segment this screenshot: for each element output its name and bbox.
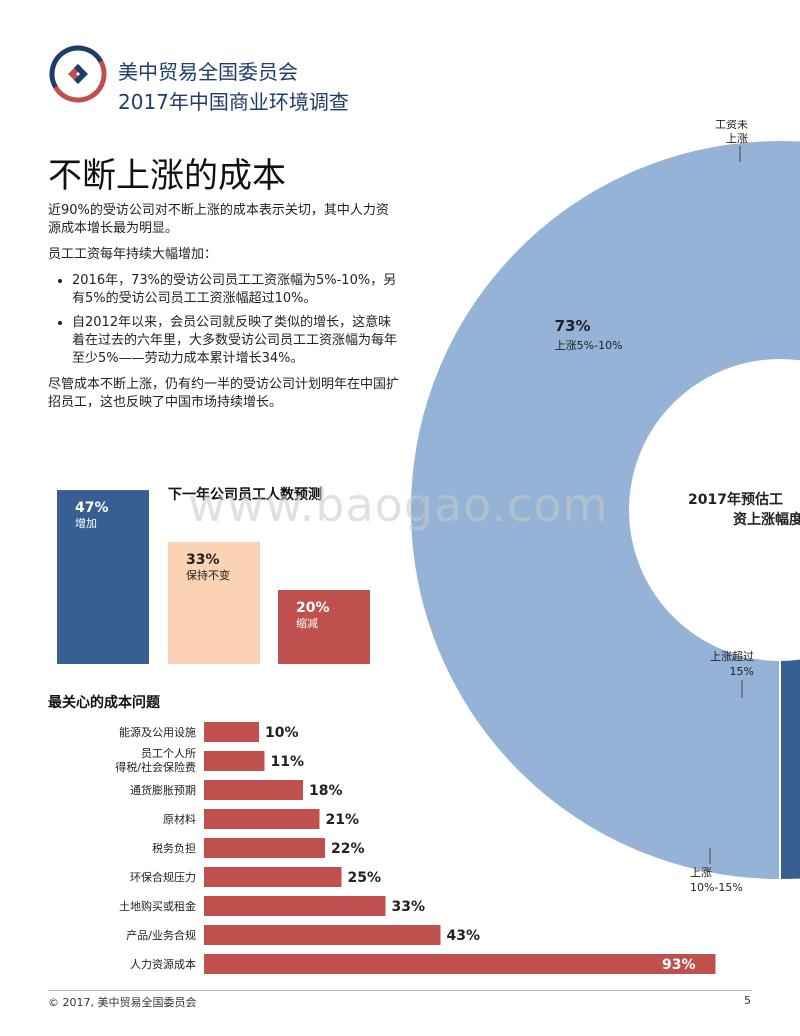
cost-category-label: 人力资源成本 [130, 957, 196, 971]
intro-bullet: 2016年，73%的受访公司员工工资涨幅为5%-10%，另有5%的受访公司员工工… [72, 272, 400, 308]
callout-label: 上涨超过 [710, 649, 754, 663]
cost-value-label: 21% [326, 812, 360, 828]
slice-value-label: 73% [555, 317, 591, 335]
cost-value-label: 10% [265, 725, 299, 741]
cost-bar [204, 809, 320, 829]
cost-chart-title: 最关心的成本问题 [48, 695, 160, 711]
cost-value-label: 93% [662, 957, 696, 973]
watermark: www.baogao.com [188, 478, 609, 532]
staff-bar [278, 590, 370, 664]
slice-category-label: 上涨5%-10% [555, 339, 623, 352]
cost-bar [204, 780, 303, 800]
survey-name: 2017年中国商业环境调查 [118, 90, 349, 114]
cost-value-label: 43% [447, 928, 481, 944]
staff-bar-category-label: 缩减 [296, 617, 318, 630]
cost-category-label: 员工个人所 [141, 747, 196, 760]
org-name: 美中贸易全国委员会 [118, 60, 298, 84]
donut-slice [779, 657, 800, 882]
staff-bar-category-label: 保持不变 [186, 568, 230, 582]
cost-value-label: 33% [392, 899, 426, 915]
cost-bar [204, 954, 716, 974]
footer-copyright: © 2017, 美中贸易全国委员会 [48, 996, 197, 1009]
staff-bar-value-label: 33% [186, 552, 220, 568]
staff-forecast-bar-chart: 47%增加 33%保持不变 20%缩减 [57, 490, 370, 664]
cost-value-label: 25% [348, 870, 382, 886]
cost-category-label: 得税/社会保险费 [115, 760, 196, 774]
intro-paragraph: 尽管成本不断上涨，仍有约一半的受访公司计划明年在中国扩招员工，这也反映了中国市场… [48, 377, 400, 410]
callout-label: 工资未 [715, 120, 748, 131]
cost-category-label: 产品/业务合规 [126, 928, 196, 942]
callout-label: 上涨 [690, 866, 712, 879]
intro-bullet: 自2012年以来，会员公司就反映了类似的增长，这意味着在过去的六年里，大多数受访… [72, 314, 400, 368]
staff-chart-title: 下一年公司员工人数预测 [168, 487, 322, 503]
donut-slice [409, 139, 800, 882]
cost-bar [204, 751, 265, 771]
callout-label: 15% [730, 665, 754, 678]
intro-paragraph: 员工工资每年持续大幅增加： [48, 247, 218, 262]
staff-bar-category-label: 增加 [75, 516, 97, 530]
staff-bar [57, 490, 149, 664]
staff-bar [168, 541, 260, 664]
cost-category-label: 税务负担 [152, 841, 196, 855]
intro-text: 近90%的受访公司对不断上涨的成本表示关切，其中人力资源成本增长最为明显。 员工… [48, 202, 400, 420]
cost-value-label: 22% [331, 841, 365, 857]
donut-center-title: 2017年预估工 [688, 491, 783, 508]
organization-logo-icon [49, 45, 107, 103]
page-title: 不断上涨的成本 [48, 156, 286, 196]
intro-bullets: 2016年，73%的受访公司员工工资涨幅为5%-10%，另有5%的受访公司员工工… [48, 272, 400, 368]
cost-bar [204, 925, 441, 945]
page-number: 5 [744, 994, 751, 1007]
cost-category-label: 通货膨胀预期 [130, 783, 196, 797]
cost-bar [204, 838, 325, 858]
cost-bar [204, 722, 259, 742]
footer-divider [48, 990, 752, 991]
cost-category-label: 土地购买或租金 [119, 899, 196, 913]
intro-paragraph: 近90%的受访公司对不断上涨的成本表示关切，其中人力资源成本增长最为明显。 [48, 203, 389, 236]
cost-value-label: 18% [309, 783, 343, 799]
wage-increase-donut-chart: 73%上涨5%-10%18%上涨少于5%3%工资未上涨2%上涨超过15%3%上涨… [409, 120, 800, 894]
callout-label: 上涨 [726, 132, 748, 145]
cost-value-label: 11% [271, 754, 305, 770]
cost-category-label: 能源及公用设施 [119, 725, 196, 739]
staff-bar-value-label: 20% [296, 600, 330, 616]
donut-center-title: 资上涨幅度 [733, 511, 800, 528]
cost-category-label: 原材料 [163, 812, 196, 826]
cost-bar [204, 867, 342, 887]
callout-label: 10%-15% [690, 881, 743, 894]
cost-category-label: 环保合规压力 [130, 870, 196, 884]
staff-bar-value-label: 47% [75, 500, 109, 516]
cost-bar [204, 896, 386, 916]
